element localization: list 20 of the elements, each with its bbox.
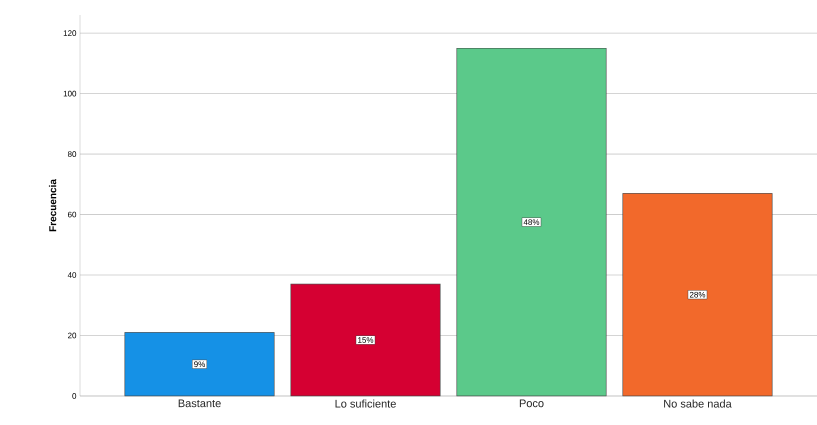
bar xyxy=(622,193,772,396)
x-tick-label: Poco xyxy=(520,400,544,408)
y-tick-label: 20 xyxy=(68,332,76,338)
annotation: 28% xyxy=(690,292,706,298)
y-tick-label: 40 xyxy=(68,272,76,278)
bar xyxy=(290,284,441,396)
annotation: 48% xyxy=(524,219,540,225)
bar xyxy=(124,332,275,396)
y-tick-label: 100 xyxy=(64,90,76,96)
y-tick-label: 60 xyxy=(68,212,76,218)
annotation: 9% xyxy=(194,361,206,368)
bar xyxy=(456,48,606,396)
annotation: 15% xyxy=(358,337,374,343)
x-tick-label: Lo suficiente xyxy=(336,400,396,408)
x-tick-label: Bastante xyxy=(178,400,221,408)
y-tick-label: 0 xyxy=(72,393,76,399)
y-tick-label: 120 xyxy=(64,30,76,36)
y-axis-title: Frecuencia xyxy=(48,179,56,232)
y-tick-label: 80 xyxy=(68,151,76,157)
x-tick-label: No sabe nada xyxy=(664,400,732,408)
